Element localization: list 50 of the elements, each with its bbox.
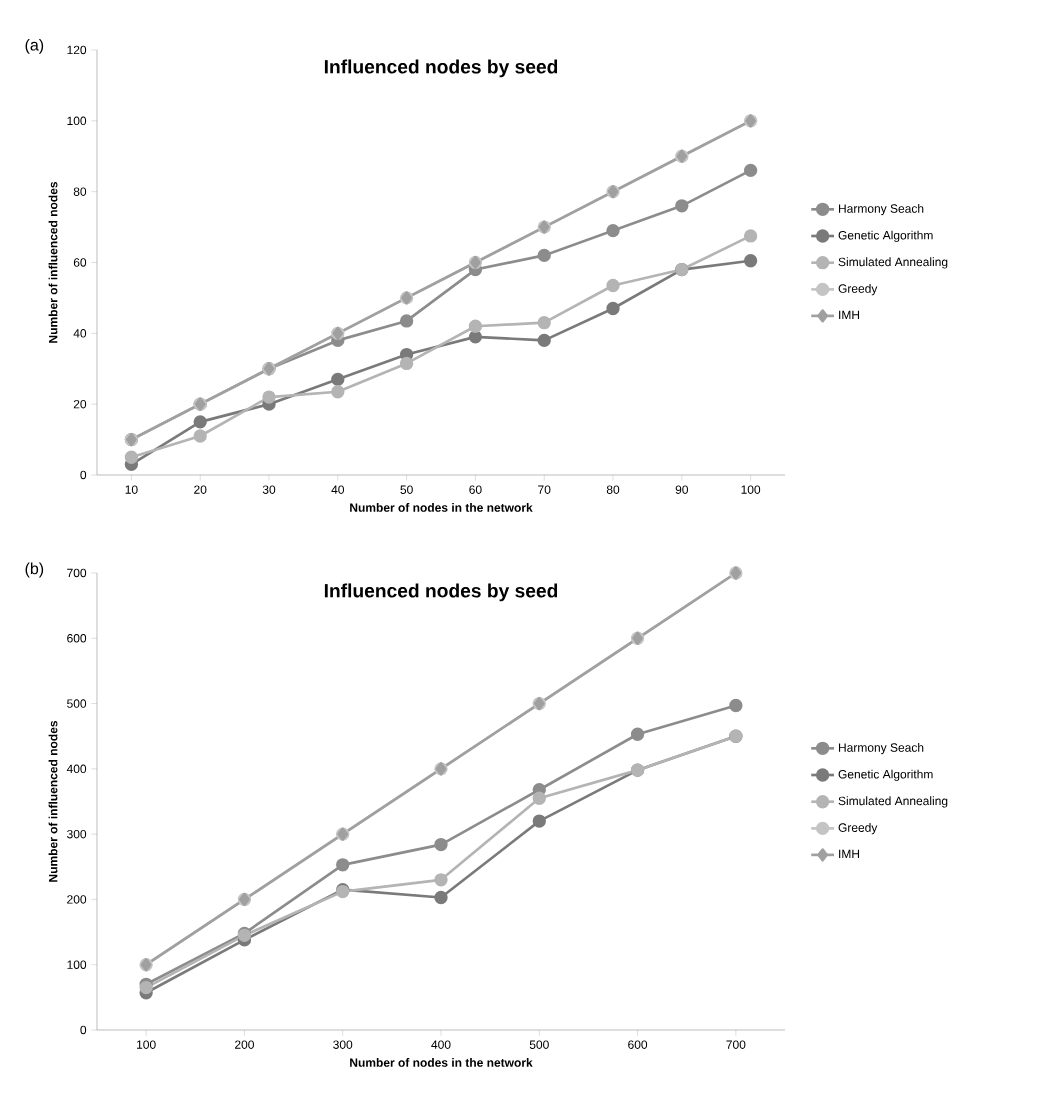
y-tick-label: 80 xyxy=(73,187,87,196)
y-axis-title: Number of influenced nodes xyxy=(48,181,58,343)
x-tick-label: 400 xyxy=(431,1040,451,1049)
y-tick-label: 300 xyxy=(67,829,87,839)
x-tick-label: 600 xyxy=(628,1040,648,1049)
x-axis-title: Number of nodes in the network xyxy=(350,503,533,512)
text: Influenced nodes by seed xyxy=(324,583,558,602)
x-tick-label: 10 xyxy=(125,485,138,494)
legend-label: Genetic Algorithm xyxy=(838,769,933,781)
x-tick-label: 500 xyxy=(529,1040,549,1049)
x-tick-label: 50 xyxy=(400,485,413,494)
y-tick-label: 400 xyxy=(66,764,87,774)
x-tick-label: 100 xyxy=(741,485,761,494)
x-tick-label: 80 xyxy=(606,485,620,494)
legend-label: Greedy xyxy=(838,284,878,296)
x-tick-label: 90 xyxy=(675,485,689,494)
x-tick-label: 200 xyxy=(235,1040,254,1049)
y-tick-label: 60 xyxy=(73,258,87,267)
y-tick-label: 20 xyxy=(73,399,87,409)
x-tick-label: 20 xyxy=(194,485,207,494)
x-tick-label: 60 xyxy=(469,485,482,494)
y-axis-title: Number of influenced nodes xyxy=(48,720,58,882)
y-tick-label: 120 xyxy=(67,45,87,55)
y-tick-label: 700 xyxy=(67,568,87,578)
x-tick-label: 70 xyxy=(538,485,551,494)
legend-label: Simulated Annealing xyxy=(838,257,948,269)
legend-label: IMH xyxy=(839,310,860,319)
y-tick-label: 0 xyxy=(80,1025,87,1035)
text: (a) xyxy=(25,38,44,54)
chart-title: Influenced nodes by seed xyxy=(324,59,558,78)
y-tick-label: 500 xyxy=(67,699,87,708)
legend-label: Harmony Seach xyxy=(838,742,924,755)
y-tick-label: 200 xyxy=(67,895,87,904)
legend-label: Greedy xyxy=(838,823,878,835)
x-tick-label: 100 xyxy=(137,1040,156,1049)
x-tick-label: 30 xyxy=(262,485,276,494)
x-tick-label: 40 xyxy=(331,485,345,494)
x-axis-title: Number of nodes in the network xyxy=(350,1058,533,1067)
y-tick-label: 40 xyxy=(73,329,87,338)
y-tick-label: 100 xyxy=(67,116,87,126)
legend-label: IMH xyxy=(839,849,860,859)
y-tick-label: 0 xyxy=(80,470,87,480)
legend-label: Genetic Algorithm xyxy=(838,230,933,242)
text: (b) xyxy=(25,562,44,578)
legend-label: Simulated Annealing xyxy=(838,796,948,808)
y-tick-label: 600 xyxy=(67,634,87,643)
x-tick-label: 300 xyxy=(333,1040,353,1049)
x-tick-label: 700 xyxy=(726,1040,746,1049)
legend-label: Harmony Seach xyxy=(839,203,924,216)
y-tick-label: 100 xyxy=(67,960,87,969)
